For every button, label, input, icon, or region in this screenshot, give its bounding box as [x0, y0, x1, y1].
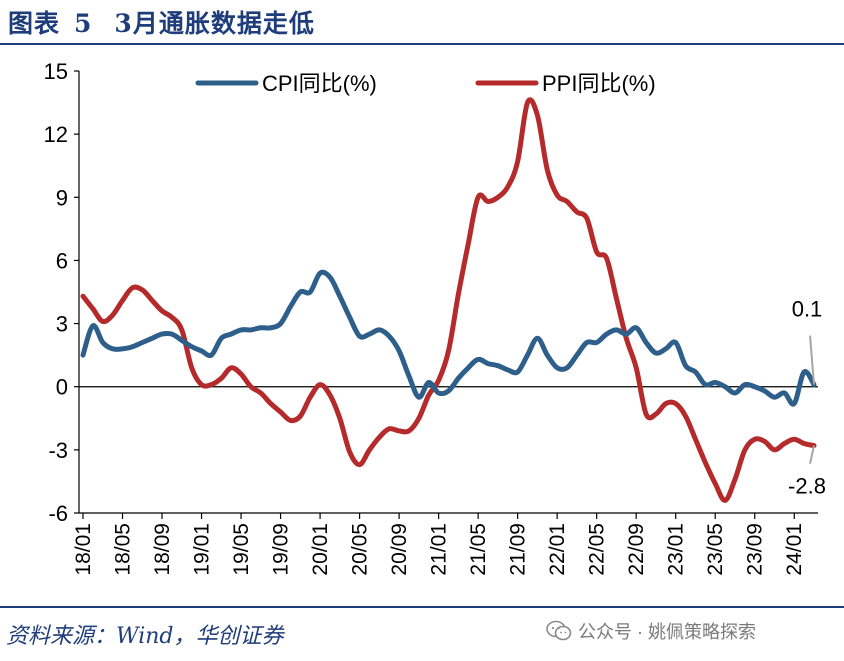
x-tick-label: 19/09 [270, 523, 293, 576]
x-tick-label: 20/05 [349, 523, 372, 576]
cpi-series-line [80, 269, 817, 407]
y-tick-label: 15 [44, 59, 68, 84]
axes-layer: 15 12 9 6 3 0 -3 -618/01 18/05 18/09 19/01 19/05 19/… [44, 59, 818, 576]
x-tick-label: 23/05 [704, 523, 727, 576]
series-layer [80, 97, 817, 503]
wechat-icon [546, 620, 572, 641]
watermark: 公众号 · 姚佩策略探索 [546, 618, 756, 644]
y-tick-label: -3 [48, 438, 68, 463]
y-tick-label: -6 [48, 501, 68, 526]
x-tick-label: 22/09 [625, 523, 648, 576]
x-tick-label: 23/09 [744, 523, 767, 576]
y-tick-label: 12 [44, 122, 68, 147]
footer-rule [0, 606, 844, 608]
x-tick-label: 22/01 [546, 523, 569, 576]
ppi-series-line [80, 97, 817, 503]
x-tick-label: 21/05 [467, 523, 490, 576]
x-tick-label: 18/01 [72, 523, 95, 576]
line-chart: 15 12 9 6 3 0 -3 -618/01 18/05 18/09 19/01 19/05 19/… [44, 59, 826, 576]
y-tick-label: 6 [56, 248, 68, 273]
annotation-layer: 0.1 -2.8 [788, 297, 826, 499]
x-tick-label: 18/09 [151, 523, 174, 576]
y-tick-label: 0 [56, 375, 68, 400]
legend-layer: CPI同比(%) PPI同比(%) [195, 71, 656, 96]
title-number: 5 [74, 9, 93, 38]
ppi-annotation-leader [809, 445, 815, 464]
cpi-annotation-leader [809, 335, 815, 385]
x-tick-label: 22/05 [586, 523, 609, 576]
header-rule [0, 43, 844, 45]
cpi-annotation-label: 0.1 [792, 297, 823, 322]
legend-label-cpi: CPI同比(%) [262, 71, 377, 96]
x-tick-label: 20/01 [309, 523, 332, 576]
ppi-annotation-label: -2.8 [788, 474, 826, 499]
x-tick-label: 23/01 [665, 523, 688, 576]
x-tick-label: 20/09 [388, 523, 411, 576]
y-tick-label: 3 [56, 312, 68, 337]
legend-label-ppi: PPI同比(%) [542, 71, 656, 96]
y-tick-label: 9 [56, 185, 68, 210]
x-tick-label: 24/01 [783, 523, 806, 576]
chart-title: 图表 5 3月通胀数据走低 [8, 4, 315, 40]
x-tick-label: 21/01 [428, 523, 451, 576]
watermark-text: 公众号 · 姚佩策略探索 [578, 622, 756, 642]
title-prefix: 图表 [8, 9, 61, 38]
x-tick-label: 18/05 [112, 523, 135, 576]
x-tick-label: 21/09 [507, 523, 530, 576]
x-tick-label: 19/05 [230, 523, 253, 576]
x-tick-label: 19/01 [191, 523, 214, 576]
source-note: 资料来源：Wind，华创证券 [6, 624, 284, 649]
title-text: 3月通胀数据走低 [114, 9, 315, 38]
